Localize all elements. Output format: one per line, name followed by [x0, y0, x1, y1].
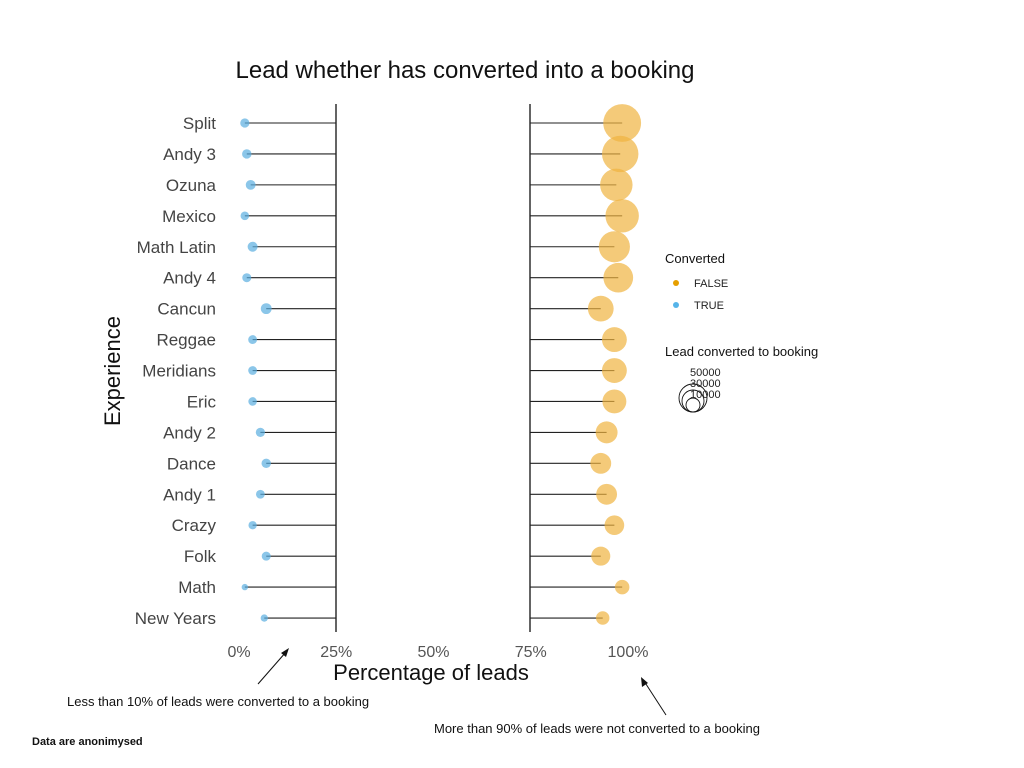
lollipop-point-true	[261, 551, 271, 561]
lollipop-point-false	[603, 104, 642, 142]
category-label: Andy 2	[163, 423, 216, 442]
legend-size-circle-small	[685, 397, 701, 413]
annotation-left-text: Less than 10% of leads were converted to…	[67, 694, 369, 709]
annotation-right-arrow	[643, 680, 667, 716]
category-label: Andy 3	[163, 145, 216, 164]
category-label: Crazy	[172, 516, 217, 535]
legend-true-swatch	[673, 302, 679, 308]
lollipop-point-true	[248, 521, 257, 530]
lollipop-point-false	[602, 389, 627, 414]
category-label: Split	[183, 114, 216, 133]
lollipop-point-true	[255, 489, 265, 499]
lollipop-point-false	[601, 327, 627, 353]
annotation-left: Less than 10% of leads were converted to…	[67, 648, 369, 709]
lollipop-point-false	[605, 199, 639, 233]
lollipop-point-false	[595, 421, 618, 444]
lollipop-point-true	[245, 179, 256, 190]
category-label: Dance	[167, 454, 216, 473]
lollipop-point-false	[604, 515, 625, 536]
legend-false-swatch	[673, 280, 679, 286]
x-tick-labels: 0% 25% 50% 75% 100%	[227, 644, 648, 661]
lollipop-points	[240, 104, 642, 625]
legend-color-title: Converted	[665, 251, 725, 266]
footnote: Data are anonimysed	[32, 736, 143, 748]
lollipop-stems	[244, 122, 623, 619]
category-label: Andy 1	[163, 485, 216, 504]
annotation-right: More than 90% of leads were not converte…	[434, 677, 760, 736]
category-labels: Split Andy 3 Ozuna Mexico Math Latin Andy 4 Ca…	[135, 114, 217, 628]
lollipop-point-true	[261, 458, 271, 469]
lollipop-point-true	[242, 149, 252, 159]
annotation-left-arrow	[257, 651, 287, 685]
lollipop-point-false	[602, 135, 639, 173]
legend-size-label-10000: 10000	[690, 389, 721, 401]
legend-size-label-30000: 30000	[690, 378, 721, 390]
category-label: Mexico	[162, 207, 216, 226]
lollipop-point-true	[255, 427, 266, 438]
lollipop-point-true	[240, 118, 250, 128]
lollipop-point-false	[600, 168, 633, 202]
legend-false-label: FALSE	[694, 278, 728, 290]
legend-true-label: TRUE	[694, 300, 724, 312]
lollipop-point-false	[601, 358, 627, 383]
annotation-left-arrowhead	[281, 648, 289, 657]
lollipop-point-false	[595, 611, 610, 625]
lollipop-point-true	[241, 583, 249, 591]
category-label: New Years	[135, 609, 216, 628]
lollipop-point-false	[596, 483, 618, 505]
lollipop-point-true	[248, 366, 258, 375]
lollipop-point-false	[591, 546, 611, 566]
legend-size-title: Lead converted to booking	[665, 344, 818, 359]
y-axis-title: Experience	[100, 316, 125, 426]
x-tick-label: 75%	[515, 644, 547, 661]
lollipop-point-true	[248, 397, 257, 406]
x-tick-label: 25%	[320, 644, 352, 661]
category-label: Reggae	[156, 331, 216, 350]
category-label: Eric	[187, 392, 217, 411]
category-label: Andy 4	[163, 269, 216, 288]
x-axis-title: Percentage of leads	[333, 660, 529, 685]
legend: Converted FALSE TRUE Lead converted to b…	[665, 251, 818, 413]
x-tick-label: 0%	[227, 644, 250, 661]
x-tick-label: 100%	[608, 644, 649, 661]
lollipop-point-true	[260, 614, 268, 622]
category-label: Ozuna	[166, 176, 217, 195]
legend-size-label-50000: 50000	[690, 367, 721, 379]
category-label: Cancun	[157, 300, 216, 319]
lollipop-point-true	[240, 211, 250, 221]
lollipop-point-false	[603, 262, 634, 293]
category-label: Math Latin	[137, 238, 216, 257]
lollipop-point-false	[587, 295, 614, 322]
lollipop-point-true	[247, 241, 258, 252]
lollipop-point-false	[614, 579, 630, 595]
category-label: Math	[178, 578, 216, 597]
annotation-right-text: More than 90% of leads were not converte…	[434, 721, 760, 736]
lollipop-point-true	[248, 335, 258, 344]
lollipop-point-false	[598, 231, 630, 263]
chart-title: Lead whether has converted into a bookin…	[236, 57, 695, 84]
category-label: Meridians	[142, 362, 216, 381]
lollipop-point-false	[590, 452, 612, 474]
category-label: Folk	[184, 547, 217, 566]
lollipop-point-true	[260, 303, 272, 315]
x-tick-label: 50%	[417, 644, 449, 661]
lollipop-point-true	[242, 273, 252, 283]
annotation-right-arrowhead	[641, 677, 648, 687]
